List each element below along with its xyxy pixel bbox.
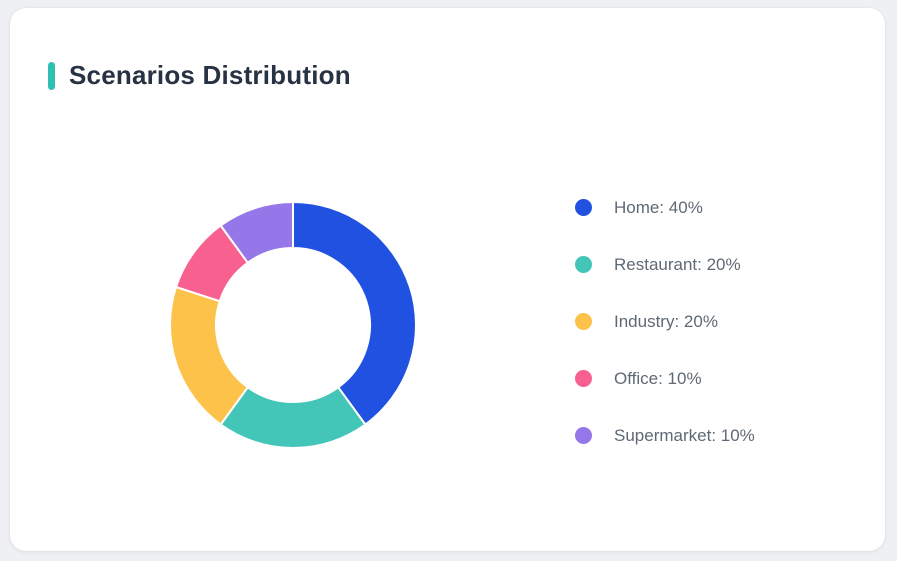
card-header: Scenarios Distribution [48, 60, 351, 91]
legend-item-restaurant[interactable]: Restaurant: 20% [575, 256, 755, 273]
donut-slice-industry[interactable] [169, 285, 249, 426]
donut-chart[interactable] [163, 195, 423, 455]
donut-slice-home[interactable] [292, 201, 417, 426]
donut-slice-restaurant[interactable] [219, 386, 367, 449]
legend-dot-supermarket [575, 427, 592, 444]
legend-item-home[interactable]: Home: 40% [575, 199, 755, 216]
donut-slice-supermarket[interactable] [219, 201, 294, 264]
legend-dot-industry [575, 313, 592, 330]
card-title: Scenarios Distribution [69, 60, 351, 90]
legend-label-restaurant: Restaurant: 20% [614, 255, 741, 274]
legend-dot-restaurant [575, 256, 592, 273]
title-accent-bar [48, 61, 55, 90]
legend-dot-home [575, 199, 592, 216]
legend-item-office[interactable]: Office: 10% [575, 370, 755, 387]
legend-label-office: Office: 10% [614, 369, 702, 388]
legend-label-home: Home: 40% [614, 198, 703, 217]
legend-item-supermarket[interactable]: Supermarket: 10% [575, 427, 755, 444]
scenarios-distribution-card: Scenarios Distribution Home: 40% Restaur… [10, 8, 885, 551]
legend-dot-office [575, 370, 592, 387]
legend-item-industry[interactable]: Industry: 20% [575, 313, 755, 330]
legend-label-supermarket: Supermarket: 10% [614, 426, 755, 445]
chart-legend: Home: 40% Restaurant: 20% Industry: 20% … [575, 199, 755, 444]
legend-label-industry: Industry: 20% [614, 312, 718, 331]
